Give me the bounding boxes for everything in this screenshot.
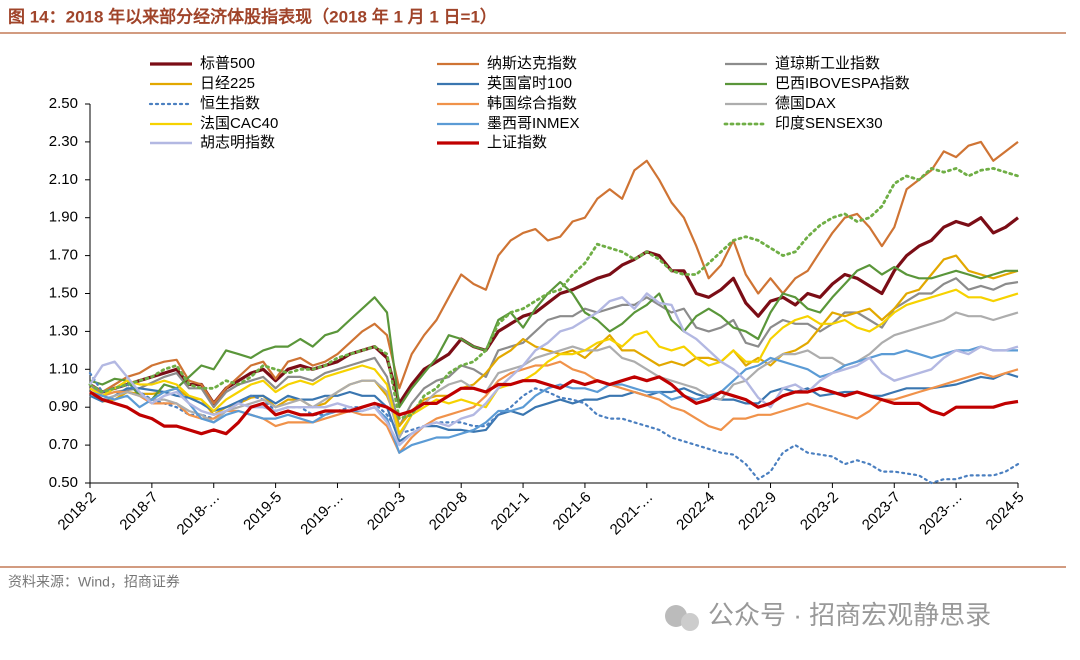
- x-tick-label: 2023-7: [859, 489, 904, 534]
- legend-label: 恒生指数: [200, 95, 260, 112]
- legend-label: 巴西IBOVESPA指数: [775, 75, 910, 92]
- series-line: [89, 311, 1019, 439]
- legend-bg: [721, 115, 961, 133]
- series-line: [89, 216, 1019, 405]
- legend-bg: [433, 115, 673, 133]
- series-line: [88, 292, 1019, 447]
- y-tick-label: 0.90: [49, 398, 78, 415]
- source-note: 资料来源：Wind，招商证券: [8, 574, 180, 590]
- legend-bg: [721, 75, 961, 93]
- x-tick-label: 2021-…: [607, 489, 657, 539]
- series-line: [88, 372, 1020, 485]
- y-tick-label: 1.30: [49, 322, 78, 339]
- y-tick-label: 2.10: [49, 171, 78, 188]
- legend-bg: [146, 75, 386, 93]
- watermark-icon: [681, 613, 699, 631]
- legend-bg: [146, 55, 386, 73]
- series-line: [89, 375, 1019, 436]
- y-tick-label: 1.50: [49, 284, 78, 301]
- legend-label: 道琼斯工业指数: [775, 55, 880, 72]
- x-tick-label: 2018-…: [174, 489, 224, 539]
- series-line: [89, 288, 1019, 435]
- x-tick-label: 2022-9: [735, 489, 780, 534]
- y-tick-label: 1.90: [49, 209, 78, 226]
- y-tick-label: 2.50: [49, 95, 78, 112]
- x-tick-label: 2020-8: [426, 489, 471, 534]
- series-line: [89, 264, 1018, 409]
- x-tick-label: 2024-5: [983, 489, 1028, 534]
- x-tick-label: 2023-…: [916, 489, 966, 539]
- legend-bg: [433, 95, 673, 113]
- legend-bg: [146, 134, 386, 152]
- legend-label: 墨西哥INMEX: [487, 115, 580, 132]
- legend-label: 英国富时100: [487, 74, 572, 92]
- x-tick-label: 2021-1: [488, 489, 533, 534]
- x-tick-label: 2019-5: [240, 489, 285, 534]
- legend-bg: [433, 75, 673, 93]
- legend-label: 纳斯达克指数: [487, 55, 577, 72]
- x-tick-label: 2023-2: [797, 489, 842, 534]
- legend-label: 印度SENSEX30: [775, 115, 883, 132]
- legend-label: 标普500: [200, 55, 255, 72]
- y-tick-label: 0.70: [49, 436, 78, 453]
- legend-label: 法国CAC40: [200, 115, 278, 132]
- x-tick-label: 2018-7: [116, 489, 161, 534]
- x-tick-label: 2019-…: [297, 489, 347, 539]
- x-tick-label: 2021-6: [550, 489, 595, 534]
- watermark: 公众号 · 招商宏观静思录: [708, 600, 991, 630]
- legend-bg: [146, 95, 386, 113]
- y-tick-label: 1.70: [49, 247, 78, 264]
- legend-label: 上证指数: [487, 134, 547, 151]
- legend-bg: [433, 134, 673, 152]
- x-tick-label: 2020-3: [364, 489, 409, 534]
- legend-bg: [146, 115, 386, 133]
- legend-bg: [433, 55, 673, 73]
- series-line: [89, 277, 1019, 428]
- y-tick-label: 2.30: [49, 133, 78, 150]
- series-line: [88, 167, 1020, 420]
- legend-label: 德国DAX: [775, 94, 836, 112]
- x-tick-label: 2022-4: [673, 489, 718, 534]
- y-tick-label: 0.50: [49, 474, 78, 491]
- legend-label: 日经225: [200, 75, 255, 92]
- x-tick-label: 2018-2: [55, 489, 100, 534]
- legend-bg: [721, 55, 961, 73]
- y-tick-label: 1.10: [49, 360, 78, 377]
- legend-bg: [721, 95, 961, 113]
- legend-label: 韩国综合指数: [487, 95, 577, 112]
- chart-title: 图 14：2018 年以来部分经济体股指表现（2018 年 1 月 1 日=1）: [8, 6, 497, 26]
- legend-label: 胡志明指数: [200, 134, 275, 151]
